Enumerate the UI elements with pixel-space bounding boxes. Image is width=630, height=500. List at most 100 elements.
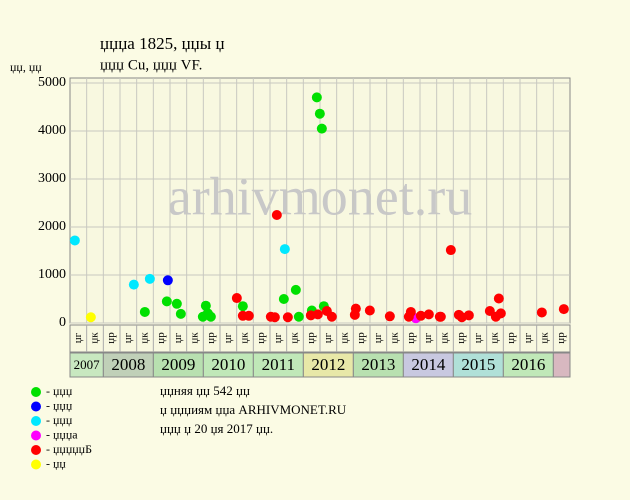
period-label: џк [89, 332, 101, 344]
legend-label: - џџ [46, 456, 66, 470]
period-label: џг [222, 332, 234, 343]
point [85, 312, 96, 323]
point [69, 235, 80, 246]
year-box [352, 352, 404, 378]
point [243, 310, 254, 321]
legend-label: - џџџ [46, 398, 73, 412]
chart-subtitle: џџџ Cu, џџџ VF. [100, 57, 202, 73]
period-label: џг [522, 332, 534, 343]
point [205, 311, 216, 322]
year-box [252, 352, 304, 378]
period-label: џр [505, 332, 517, 344]
period-label: џг [72, 332, 84, 343]
point [312, 309, 323, 320]
period-label: џк [539, 332, 551, 344]
point [423, 309, 434, 320]
legend-label: - џџџџџБ [46, 442, 92, 456]
year-label: 2013 [361, 355, 395, 374]
year-box [552, 352, 571, 378]
period-label: џк [139, 332, 151, 344]
legend-label: - џџџ [46, 384, 73, 398]
y-tick-label: 4000 [38, 123, 66, 138]
point [269, 312, 280, 323]
point [128, 279, 139, 290]
legend-marker [31, 401, 41, 412]
period-label: џр [205, 332, 217, 344]
point [536, 307, 547, 318]
legend-label: - џџџ [46, 413, 73, 427]
point [405, 306, 416, 317]
point [144, 273, 155, 284]
point [271, 210, 282, 220]
period-label: џг [122, 332, 134, 343]
point [445, 245, 456, 256]
period-label: џг [372, 332, 384, 343]
period-label: џг [322, 332, 334, 343]
point [139, 306, 150, 317]
period-label: џр [555, 332, 567, 344]
point [161, 296, 172, 307]
period-label: џк [339, 332, 351, 344]
legend-marker [31, 430, 41, 441]
period-label: џр [455, 332, 467, 344]
footer-note: џџняя џџ 542 џџ [160, 383, 250, 398]
point [162, 275, 173, 286]
legend-marker [31, 416, 41, 426]
point [278, 294, 289, 304]
point [311, 92, 322, 103]
y-tick-label: 3000 [38, 171, 66, 186]
year-box [202, 352, 254, 378]
point [314, 108, 325, 119]
year-box [152, 352, 204, 378]
point [231, 293, 242, 304]
period-label: џк [439, 332, 451, 344]
point [279, 244, 290, 255]
period-label: џр [105, 332, 117, 344]
legend-label: - џџџа [46, 427, 78, 441]
point [293, 311, 304, 322]
year-label: 2009 [161, 355, 195, 374]
period-label: џр [305, 332, 317, 344]
point [326, 311, 337, 322]
point [282, 312, 293, 323]
year-box [452, 352, 504, 378]
year-box [102, 352, 154, 378]
year-label: 2015 [461, 355, 495, 374]
y-axis-label: џџ, џџ [10, 60, 42, 74]
point [349, 309, 360, 320]
point [558, 304, 569, 315]
y-tick-label: 2000 [38, 219, 66, 234]
year-label: 2016 [511, 355, 545, 374]
year-label: 2010 [211, 355, 245, 374]
footer-note: џџџ џ 20 џя 2017 џџ. [160, 421, 273, 436]
period-label: џр [405, 332, 417, 344]
y-tick-label: 1000 [38, 267, 66, 282]
point [493, 293, 504, 304]
point [463, 310, 474, 321]
point [435, 311, 446, 322]
point [237, 301, 248, 312]
footer-note: џ џџџиям џџа ARHIVMONET.RU [160, 402, 347, 417]
year-box [402, 352, 454, 378]
year-label: 2007 [74, 357, 101, 372]
year-box [69, 352, 104, 378]
period-label: џг [272, 332, 284, 343]
year-label: 2012 [311, 355, 345, 374]
legend-marker [31, 445, 41, 455]
point [384, 311, 395, 322]
legend-marker [31, 459, 41, 470]
period-label: џр [255, 332, 267, 344]
point [415, 310, 426, 321]
point [171, 298, 182, 309]
chart-title: џџџа 1825, џџы џ [100, 34, 225, 53]
point [316, 123, 327, 134]
period-label: џк [289, 332, 301, 344]
y-tick-label: 5000 [38, 75, 66, 90]
period-label: џр [355, 332, 367, 344]
point [290, 284, 301, 295]
period-label: џк [389, 332, 401, 344]
year-box [302, 352, 354, 378]
legend-marker [31, 387, 41, 397]
period-label: џк [239, 332, 251, 344]
